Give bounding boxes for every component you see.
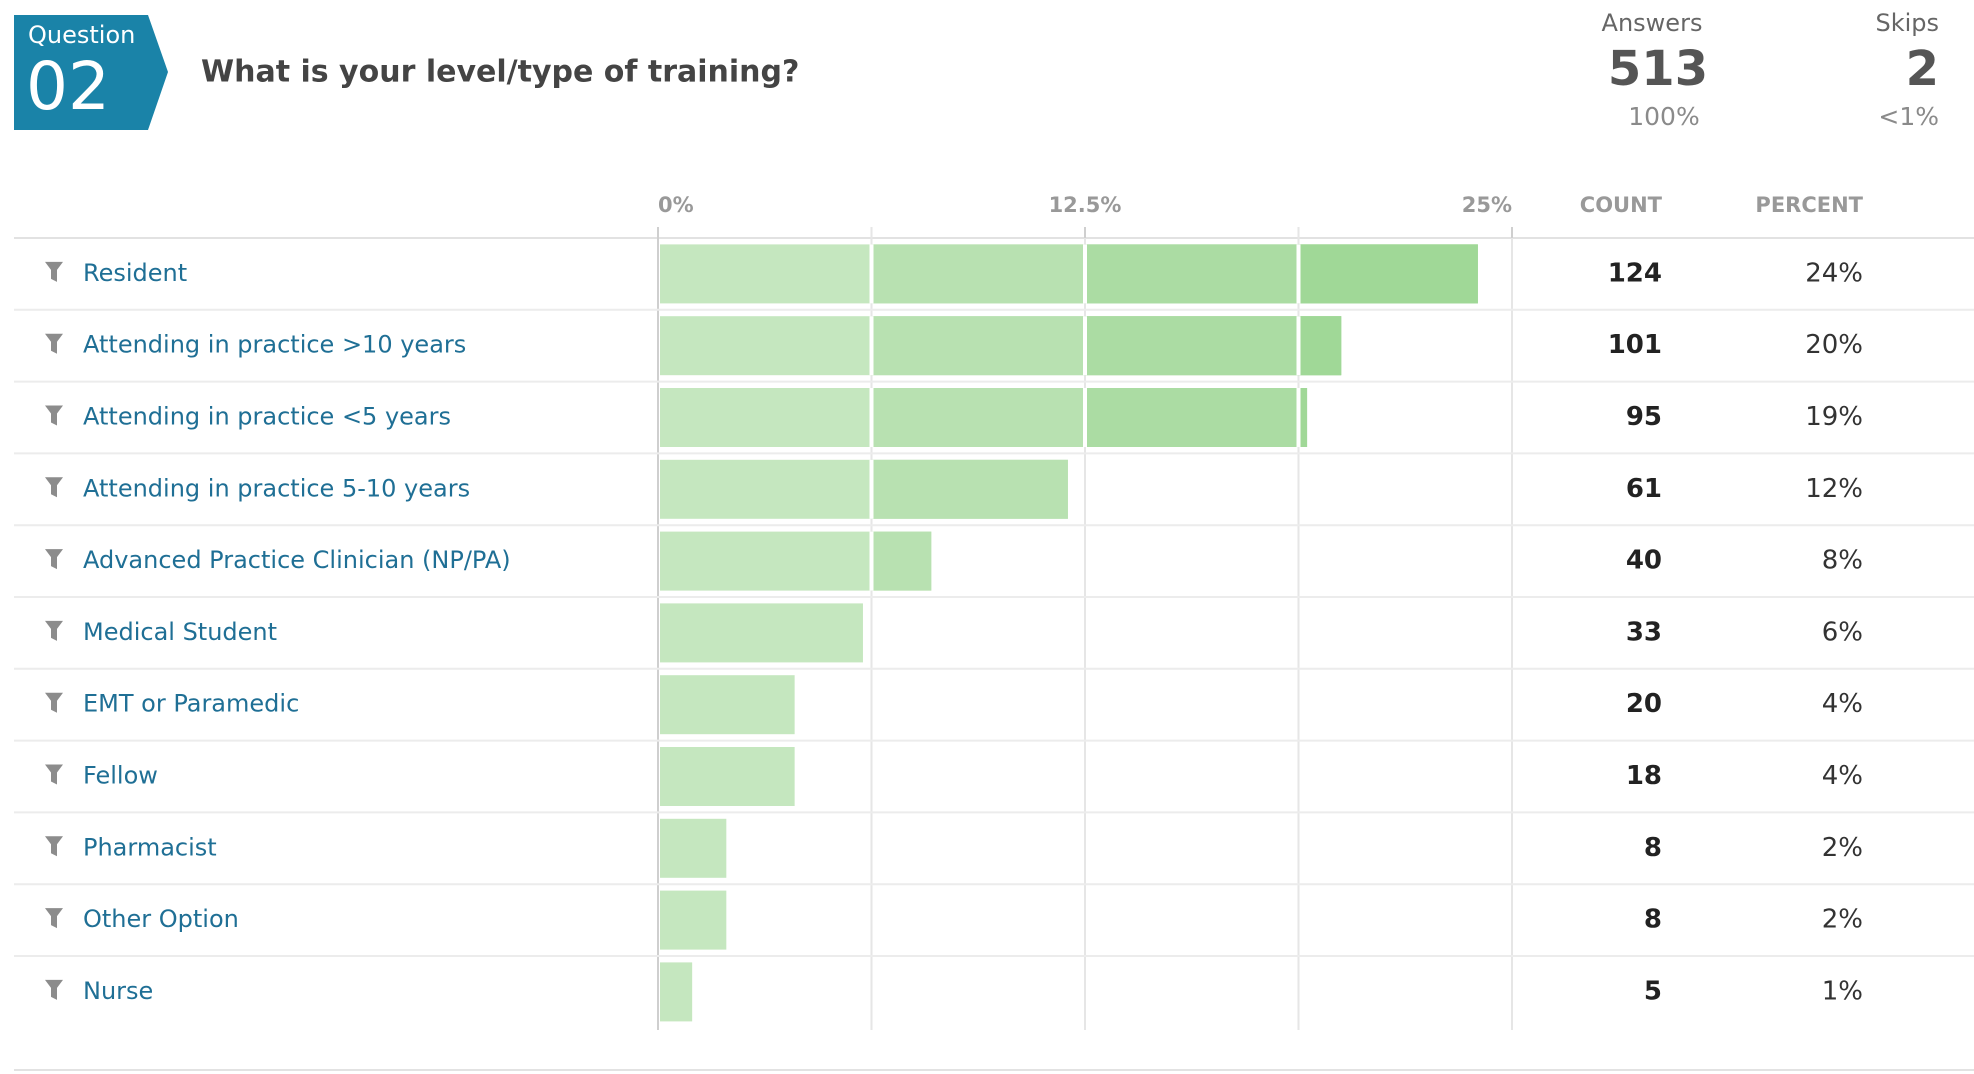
bar: [660, 962, 693, 1022]
bar-gap: [869, 388, 874, 447]
bar-gap: [1083, 244, 1087, 304]
count-value: 61: [1626, 474, 1662, 504]
count-value: 20: [1626, 689, 1662, 719]
bar-gap: [869, 316, 874, 376]
answers-label: Answers: [1602, 9, 1703, 37]
bar-shade: [1298, 316, 1342, 376]
answers-value: 513: [1608, 41, 1708, 97]
count-value: 101: [1608, 330, 1662, 360]
percent-value: 4%: [1822, 689, 1863, 719]
percent-value: 6%: [1822, 617, 1863, 647]
category-label: Attending in practice 5-10 years: [83, 474, 470, 502]
category-label: Advanced Practice Clinician (NP/PA): [83, 546, 511, 574]
count-value: 8: [1644, 905, 1662, 935]
percent-value: 2%: [1822, 905, 1863, 935]
percent-value: 1%: [1822, 976, 1863, 1006]
count-value: 5: [1644, 976, 1662, 1006]
bar-shade: [871, 459, 1068, 519]
filter-icon: [45, 405, 63, 426]
percent-value: 12%: [1805, 474, 1863, 504]
x-tick-label: 25%: [1462, 193, 1512, 217]
question-title: What is your level/type of training?: [201, 55, 799, 90]
bar: [660, 747, 795, 806]
x-tick-label: 0%: [658, 193, 694, 217]
count-value: 40: [1626, 546, 1662, 576]
filter-icon: [45, 333, 63, 354]
bar-gap: [1296, 244, 1301, 304]
category-label: Pharmacist: [83, 833, 217, 861]
question-number: 02: [26, 48, 110, 125]
bar-gap: [869, 244, 874, 304]
percent-header: PERCENT: [1755, 193, 1863, 217]
bar-gap: [869, 531, 874, 591]
count-value: 95: [1626, 402, 1662, 432]
answers-percent: 100%: [1628, 102, 1699, 131]
category-label: Nurse: [83, 977, 153, 1005]
bar: [660, 890, 727, 950]
percent-value: 24%: [1805, 258, 1863, 288]
category-label: Fellow: [83, 762, 158, 790]
bar-gap: [1296, 388, 1301, 447]
category-label: Medical Student: [83, 618, 277, 646]
badge-label: Question: [28, 21, 135, 49]
count-header: COUNT: [1580, 193, 1663, 217]
bar-gap: [1296, 316, 1301, 376]
category-label: Other Option: [83, 905, 239, 933]
percent-value: 8%: [1822, 546, 1863, 576]
bar-shade: [871, 531, 932, 591]
bar: [660, 675, 795, 735]
category-label: EMT or Paramedic: [83, 690, 299, 718]
bar: [660, 818, 727, 878]
filter-icon: [45, 620, 63, 641]
bar-gap: [1083, 316, 1087, 376]
bar-gap: [1083, 388, 1087, 447]
category-label: Attending in practice >10 years: [83, 331, 466, 359]
bar: [660, 603, 863, 663]
category-label: Resident: [83, 259, 187, 287]
filter-icon: [45, 549, 63, 570]
bar-shade: [1298, 244, 1478, 304]
filter-icon: [45, 261, 63, 282]
count-value: 18: [1626, 761, 1662, 791]
percent-value: 19%: [1805, 402, 1863, 432]
filter-icon: [45, 836, 63, 857]
percent-value: 2%: [1822, 833, 1863, 863]
question-badge: [14, 15, 168, 130]
percent-value: 20%: [1805, 330, 1863, 360]
filter-icon: [45, 979, 63, 1000]
percent-value: 4%: [1822, 761, 1863, 791]
count-value: 8: [1644, 833, 1662, 863]
skips-label: Skips: [1875, 9, 1939, 37]
x-tick-label: 12.5%: [1049, 193, 1122, 217]
category-label: Attending in practice <5 years: [83, 403, 451, 431]
count-value: 33: [1626, 617, 1662, 647]
bar-shade: [1298, 388, 1308, 447]
filter-icon: [45, 764, 63, 785]
filter-icon: [45, 692, 63, 713]
filter-icon: [45, 477, 63, 498]
bar-shade: [1085, 388, 1308, 447]
skips-value: 2: [1906, 41, 1939, 97]
count-value: 124: [1608, 258, 1662, 288]
bar-gap: [869, 459, 874, 519]
filter-icon: [45, 908, 63, 929]
skips-percent: <1%: [1878, 102, 1939, 131]
